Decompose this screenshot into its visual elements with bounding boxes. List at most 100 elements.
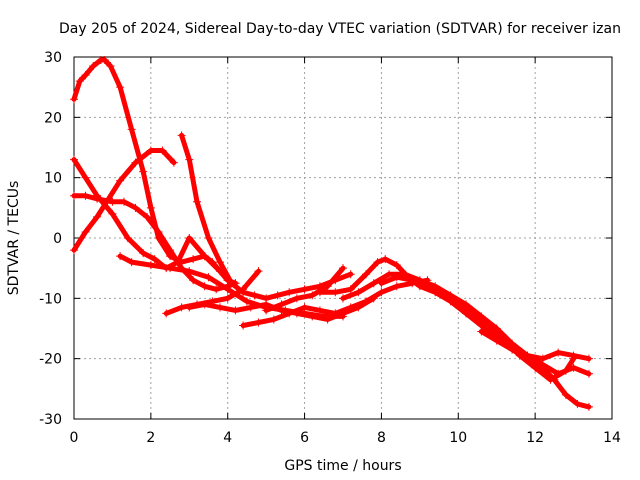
data-point [116,176,125,185]
data-point [131,203,140,212]
data-point [177,131,186,140]
data-point [392,261,401,270]
data-point [385,270,394,279]
data-point [192,197,201,206]
x-tick-label: 12 [526,430,544,446]
data-point [75,77,84,86]
data-point [239,321,248,330]
data-point [116,83,125,92]
data-point [108,209,117,218]
data-point [143,212,152,221]
series-s3 [70,146,178,255]
data-point [377,279,386,288]
data-point [166,246,175,255]
data-point [262,306,271,315]
data-point [485,321,494,330]
data-point [131,158,140,167]
series-line [179,132,354,301]
data-point [227,279,236,288]
data-point [584,369,593,378]
data-point [584,402,593,411]
data-point [89,62,98,71]
data-point [70,246,78,255]
data-point [158,146,167,155]
data-point [573,399,582,408]
data-point [146,203,155,212]
data-point [369,279,378,288]
data-point [70,191,78,200]
data-point [70,95,78,104]
data-point [166,264,175,273]
series-layer [70,56,593,411]
data-point [377,288,386,297]
data-point [93,212,102,221]
data-point [346,285,355,294]
series-line [378,274,577,383]
data-point [185,155,194,164]
y-tick-label: 10 [44,171,62,187]
data-point [204,234,213,242]
data-point [216,258,225,267]
x-tick-label: 0 [70,430,79,446]
data-point [346,270,355,279]
x-tick-label: 8 [377,430,386,446]
data-point [200,300,209,309]
data-point [185,303,194,312]
series-s10 [262,264,347,315]
y-tick-label: -30 [39,412,62,428]
data-point [369,294,378,303]
data-point [216,303,225,312]
axis-ticks: 0 2 4 6 8 10 12 14 -30 -20 -10 0 10 20 30 [39,50,621,446]
data-point [569,363,578,372]
series-line [263,265,346,313]
data-point [254,267,263,276]
data-point [454,297,463,306]
data-point [189,255,198,264]
x-tick-label: 6 [300,430,309,446]
data-point [139,249,148,258]
data-point [315,288,324,297]
data-point [339,294,347,303]
data-point [561,366,570,375]
x-tick-label: 2 [146,430,155,446]
data-point [339,264,347,273]
y-tick-label: 20 [44,110,62,126]
data-point [81,71,90,80]
data-point [323,282,332,291]
data-point [423,282,432,291]
data-point [569,354,578,363]
series-s14 [477,327,593,411]
series-line [317,256,592,377]
data-point [461,309,470,318]
series-s13 [377,273,578,384]
data-point [108,197,117,206]
data-point [250,291,259,300]
data-point [239,285,248,294]
data-point [223,285,232,294]
data-point [315,306,324,315]
data-point [223,294,232,303]
series-s7 [162,267,263,318]
data-point [127,258,136,267]
data-point [300,285,309,294]
data-point [139,167,148,176]
data-point [373,258,382,267]
y-tick-label: 0 [53,231,62,247]
data-point [308,312,317,321]
data-point [323,315,332,324]
data-point [200,282,209,291]
data-point [154,227,163,236]
data-point [127,125,136,134]
y-tick-label: -10 [39,291,62,307]
data-point [308,291,317,300]
data-point [146,261,155,270]
data-point [508,345,517,354]
y-tick-label: 30 [44,50,62,66]
data-point [200,252,209,261]
data-point [254,318,263,327]
data-point [273,291,282,300]
y-tick-label: -20 [39,352,62,368]
data-point [119,197,128,206]
x-tick-label: 10 [449,430,467,446]
